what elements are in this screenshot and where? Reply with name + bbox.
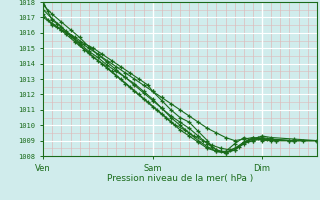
X-axis label: Pression niveau de la mer( hPa ): Pression niveau de la mer( hPa ) xyxy=(107,174,253,183)
